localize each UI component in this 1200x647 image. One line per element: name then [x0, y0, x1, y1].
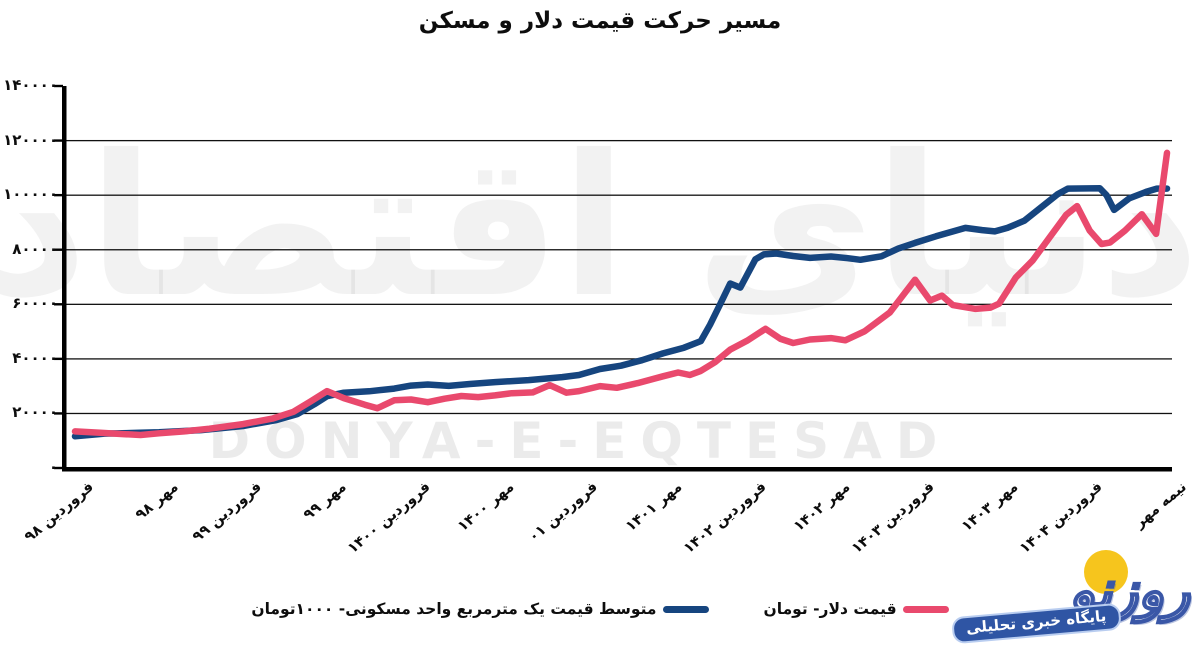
y-tick-label: ۰ [48, 458, 58, 476]
y-tick-label: ۲۰۰۰۰ [12, 403, 58, 422]
y-tick-label: ۱۲۰۰۰۰ [3, 130, 58, 149]
legend-item-housing: متوسط قیمت یک مترمربع واحد مسکونی- ۱۰۰۰ت… [251, 600, 709, 618]
sun-icon [1084, 550, 1128, 594]
chart-title: مسیر حرکت قیمت دلار و مسکن [418, 8, 782, 34]
y-tick-mark [54, 84, 63, 88]
y-tick-label: ۴۰۰۰۰ [12, 348, 58, 367]
gridline [66, 358, 1172, 360]
y-tick-label: ۱۰۰۰۰۰ [3, 185, 58, 204]
legend-swatch-housing [662, 605, 709, 613]
legend-label-dollar: قیمت دلار- تومان [763, 600, 897, 618]
logo-tagline: پایگاه خبری تحلیلی [951, 602, 1122, 645]
gridline [66, 139, 1172, 142]
chart-legend: متوسط قیمت یک مترمربع واحد مسکونی- ۱۰۰۰ت… [0, 600, 1200, 618]
y-tick-label: ۱۴۰۰۰۰ [3, 76, 58, 94]
y-tick-mark [54, 303, 63, 306]
legend-label-housing: متوسط قیمت یک مترمربع واحد مسکونی- ۱۰۰۰ت… [251, 600, 657, 618]
housing-price-line [71, 185, 1171, 440]
y-tick-mark [54, 139, 63, 142]
x-axis-line [62, 467, 1172, 472]
y-tick-mark [54, 412, 63, 415]
legend-swatch-dollar [902, 605, 949, 613]
gridline [66, 412, 1172, 415]
y-tick-mark [54, 357, 63, 361]
roozno-logo: روزنو پایگاه خبری تحلیلی [951, 550, 1192, 645]
legend-item-dollar: قیمت دلار- تومان [764, 600, 949, 618]
y-tick-label: ۸۰۰۰۰ [12, 239, 58, 258]
gridline [66, 194, 1172, 196]
y-tick-label: ۶۰۰۰۰ [12, 294, 58, 313]
y-tick-mark [54, 466, 63, 470]
y-tick-mark [54, 193, 63, 197]
y-axis-line [62, 86, 67, 471]
dollar-price-line [71, 149, 1171, 439]
y-tick-mark [54, 248, 63, 251]
gridline [66, 249, 1172, 251]
gridline [66, 303, 1172, 305]
